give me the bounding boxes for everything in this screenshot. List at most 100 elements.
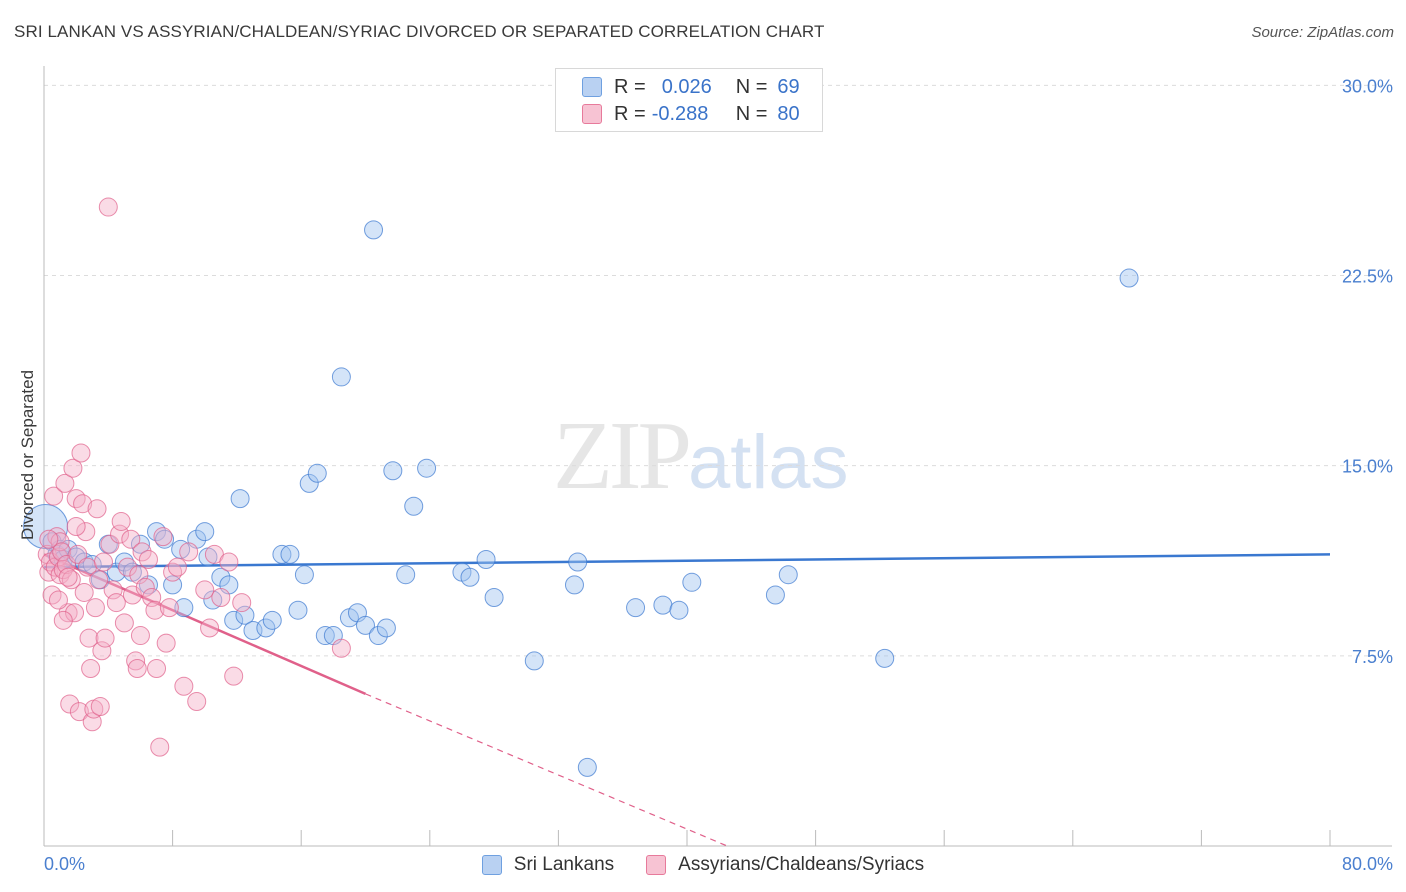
stats-legend: R = 0.026 N = 69 R = -0.288 N = 80 bbox=[555, 68, 823, 132]
point-assyrians bbox=[127, 659, 147, 679]
point-sri-lankans bbox=[682, 572, 702, 592]
point-assyrians bbox=[85, 598, 105, 618]
point-assyrians bbox=[66, 489, 86, 509]
point-sri-lankans bbox=[315, 626, 335, 646]
point-sri-lankans bbox=[272, 544, 292, 564]
point-sri-lankans bbox=[368, 626, 388, 646]
series-legend: Sri Lankans Assyrians/Chaldeans/Syriacs bbox=[0, 851, 1406, 879]
point-sri-lankans bbox=[138, 575, 158, 595]
point-assyrians bbox=[174, 676, 194, 696]
point-assyrians bbox=[111, 511, 131, 531]
y-tick-label: 22.5% bbox=[1342, 267, 1393, 287]
source-credit: Source: ZipAtlas.com bbox=[1251, 24, 1394, 41]
legend-row-assyrians: R = -0.288 N = 80 bbox=[556, 101, 800, 127]
point-sri-lankans bbox=[235, 605, 255, 625]
point-assyrians bbox=[106, 593, 126, 613]
point-assyrians bbox=[53, 610, 73, 630]
point-assyrians bbox=[92, 641, 112, 661]
point-assyrians bbox=[126, 651, 146, 671]
legend-item-assyrians[interactable]: Assyrians/Chaldeans/Syriacs bbox=[646, 854, 924, 876]
point-sri-lankans bbox=[280, 544, 300, 564]
point-sri-lankans bbox=[524, 651, 544, 671]
point-assyrians bbox=[55, 473, 75, 493]
point-assyrians bbox=[58, 567, 78, 587]
point-sri-lankans bbox=[364, 220, 384, 240]
point-assyrians bbox=[76, 522, 96, 542]
point-sri-lankans bbox=[195, 522, 215, 542]
legend-r-label: R = bbox=[614, 102, 646, 125]
point-sri-lankans bbox=[294, 565, 314, 585]
point-assyrians bbox=[103, 580, 123, 600]
point-sri-lankans bbox=[577, 757, 597, 777]
point-assyrians bbox=[167, 557, 187, 577]
point-assyrians bbox=[195, 580, 215, 600]
point-sri-lankans bbox=[404, 496, 424, 516]
point-assyrians bbox=[232, 593, 252, 613]
point-assyrians bbox=[68, 544, 88, 564]
point-assyrians bbox=[79, 628, 99, 648]
point-assyrians bbox=[63, 458, 83, 478]
point-assyrians bbox=[219, 552, 239, 572]
legend-row-sri-lankans: R = 0.026 N = 69 bbox=[556, 74, 800, 100]
watermark-zip: ZIP bbox=[553, 402, 692, 510]
point-sri-lankans bbox=[1119, 268, 1139, 288]
point-sri-lankans bbox=[484, 588, 504, 608]
point-assyrians bbox=[65, 603, 85, 623]
point-assyrians bbox=[179, 542, 199, 562]
point-assyrians bbox=[150, 737, 170, 757]
point-assyrians bbox=[39, 562, 59, 582]
point-assyrians bbox=[135, 577, 155, 597]
axes bbox=[43, 66, 1392, 847]
point-sri-lankans bbox=[114, 552, 134, 572]
point-assyrians bbox=[42, 585, 62, 605]
point-assyrians bbox=[331, 638, 351, 658]
point-sri-lankans bbox=[476, 549, 496, 569]
point-assyrians bbox=[159, 598, 179, 618]
y-tick-label: 15.0% bbox=[1342, 457, 1393, 477]
point-sri-lankans bbox=[564, 575, 584, 595]
point-assyrians bbox=[211, 588, 231, 608]
point-sri-lankans bbox=[174, 598, 194, 618]
legend-item-sri-lankans[interactable]: Sri Lankans bbox=[481, 854, 615, 876]
point-sri-lankans bbox=[383, 461, 403, 481]
watermark-atlas: atlas bbox=[688, 420, 849, 505]
point-assyrians bbox=[156, 633, 176, 653]
point-assyrians bbox=[44, 486, 64, 506]
point-assyrians bbox=[187, 691, 207, 711]
legend-r-value: 0.026 bbox=[661, 75, 712, 98]
point-assyrians bbox=[66, 517, 86, 537]
point-sri-lankans bbox=[376, 618, 396, 638]
point-assyrians bbox=[200, 618, 220, 638]
trend-lines bbox=[43, 553, 1331, 847]
point-sri-lankans bbox=[203, 590, 223, 610]
y-axis-label: Divorced or Separated bbox=[18, 370, 37, 540]
point-assyrians bbox=[114, 613, 134, 633]
point-sri-lankans bbox=[356, 615, 375, 635]
point-sri-lankans bbox=[130, 534, 150, 554]
point-sri-lankans bbox=[230, 489, 250, 509]
zipatlas-watermark: ZIPatlas bbox=[553, 400, 849, 512]
point-assyrians bbox=[60, 694, 80, 714]
chart-title: SRI LANKAN VS ASSYRIAN/CHALDEAN/SYRIAC D… bbox=[14, 22, 825, 41]
trend-line-sri-lankans bbox=[43, 553, 1331, 569]
point-assyrians bbox=[74, 582, 94, 602]
axis-labels: 7.5% 15.0% 22.5% 30.0% 0.0% 80.0% Divorced or … bbox=[18, 76, 1393, 874]
legend-label-sri-lankans: Sri Lankans bbox=[513, 854, 615, 875]
point-assyrians bbox=[145, 600, 165, 620]
point-sri-lankans bbox=[307, 463, 327, 483]
point-assyrians bbox=[153, 527, 173, 547]
point-sri-lankans bbox=[778, 565, 798, 585]
y-tick-label: 7.5% bbox=[1352, 647, 1393, 667]
point-assyrians bbox=[142, 588, 162, 608]
point-assyrians bbox=[73, 494, 93, 514]
point-sri-lankans bbox=[288, 600, 308, 620]
point-assyrians bbox=[90, 697, 110, 717]
point-sri-lankans bbox=[211, 567, 231, 587]
point-sri-lankans bbox=[256, 618, 276, 638]
point-assyrians bbox=[50, 532, 70, 552]
point-sri-lankans bbox=[331, 367, 351, 387]
point-sri-lankans bbox=[396, 565, 416, 585]
point-sri-lankans bbox=[224, 610, 244, 630]
legend-n-label: N = bbox=[735, 102, 768, 125]
